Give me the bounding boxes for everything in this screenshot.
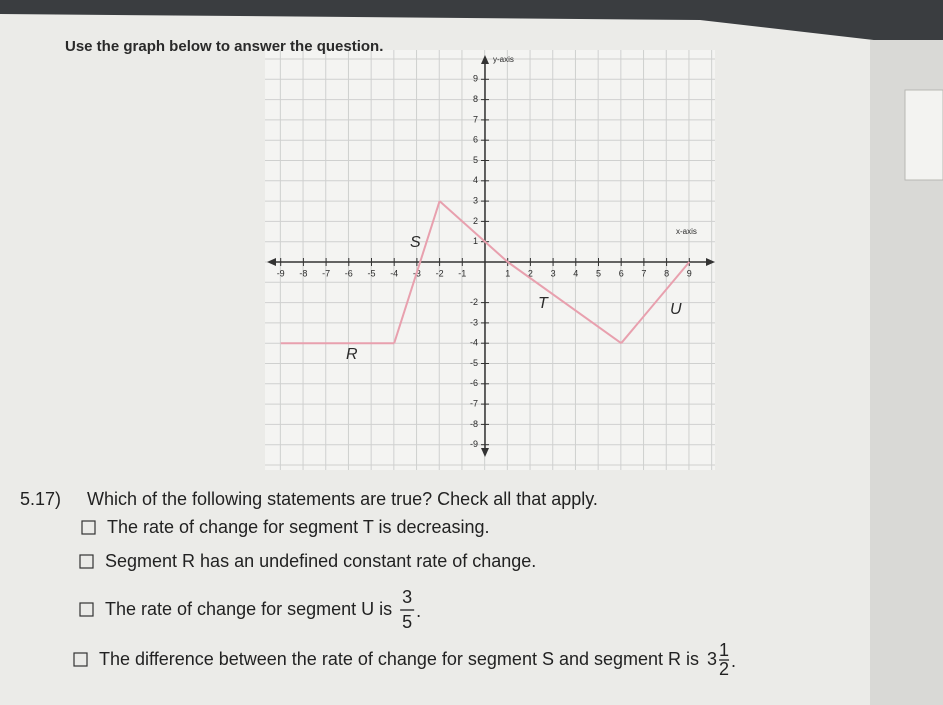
y-tick-label: 5 [473,155,478,165]
y-tick-label: -8 [470,419,478,429]
y-tick-label: -6 [470,378,478,388]
x-tick-label: -4 [390,268,398,278]
segment [438,200,509,263]
y-tick-label: 4 [473,175,478,185]
y-tick-label: 9 [473,74,478,84]
x-tick-label: -9 [277,268,285,278]
x-tick-label: -8 [299,268,307,278]
y-tick-label: -2 [470,297,478,307]
y-tick-label: 2 [473,216,478,226]
y-tick-label: 8 [473,94,478,104]
y-tick-label: -7 [470,398,478,408]
x-tick-label: 5 [596,268,601,278]
question-text: Which of the following statements are tr… [87,489,598,509]
y-tick-label: 7 [473,114,478,124]
numerator: 3 [402,587,412,607]
question: 5.17) Which of the following statements … [20,489,736,679]
option-text: The rate of change for segment U is [105,599,392,619]
x-tick-label: -7 [322,268,330,278]
option-end: . [416,601,421,621]
option-text: The difference between the rate of chang… [99,649,699,669]
x-tick-label: 4 [573,268,578,278]
x-tick-label: 7 [641,268,646,278]
segment-label: U [670,301,682,318]
y-tick-label: 1 [473,236,478,246]
option-end: . [731,651,736,671]
x-tick-label: 8 [664,268,669,278]
instruction: Use the graph below to answer the questi… [65,38,383,55]
option-text: Segment R has an undefined constant rate… [105,551,536,571]
graph: y-axis x-axis -9 -8 -7 -6 -5 -4 -3 -2 -1 1 2 3 4 5 6 7 8 9 9… [267,55,715,457]
arrow [706,258,715,266]
denominator: 5 [402,612,412,632]
numerator: 1 [719,640,729,660]
option-text: The rate of change for segment T is decr… [107,517,490,537]
graph-area [265,50,715,470]
x-tick-label: 6 [619,268,624,278]
question-number: 5.17) [20,489,61,509]
y-tick-label: -5 [470,358,478,368]
denominator: 2 [719,659,729,679]
y-tick-label: -3 [470,317,478,327]
x-axis-label: x-axis [676,227,697,236]
checkbox[interactable] [81,520,96,535]
y-tick-label: -4 [470,338,478,348]
x-tick-label: -5 [367,268,375,278]
x-tick-label: -6 [345,268,353,278]
checkbox[interactable] [79,602,94,617]
x-tick-label: -1 [458,268,466,278]
y-axis-label: y-axis [493,55,514,64]
side-card [904,89,943,181]
mixed-whole: 3 [707,649,717,669]
arrow [481,448,489,457]
top-shadow [0,0,943,48]
y-tick-label: -9 [470,439,478,449]
x-tick-label: 9 [687,268,692,278]
segment-label: S [410,234,421,251]
segment-label: R [346,346,358,363]
segment [507,261,622,345]
arrow [267,258,276,266]
y-tick-label: 3 [473,195,478,205]
x-tick-label: -2 [436,268,444,278]
checkbox[interactable] [79,554,94,569]
arrow [481,55,489,64]
y-tick-label: 6 [473,135,478,145]
checkbox[interactable] [73,652,88,667]
segment [620,261,691,344]
x-tick-label: 3 [551,268,556,278]
segment-label: T [538,295,549,312]
segment [393,200,441,344]
x-tick-label: 2 [528,268,533,278]
x-tick-label: 1 [505,268,510,278]
